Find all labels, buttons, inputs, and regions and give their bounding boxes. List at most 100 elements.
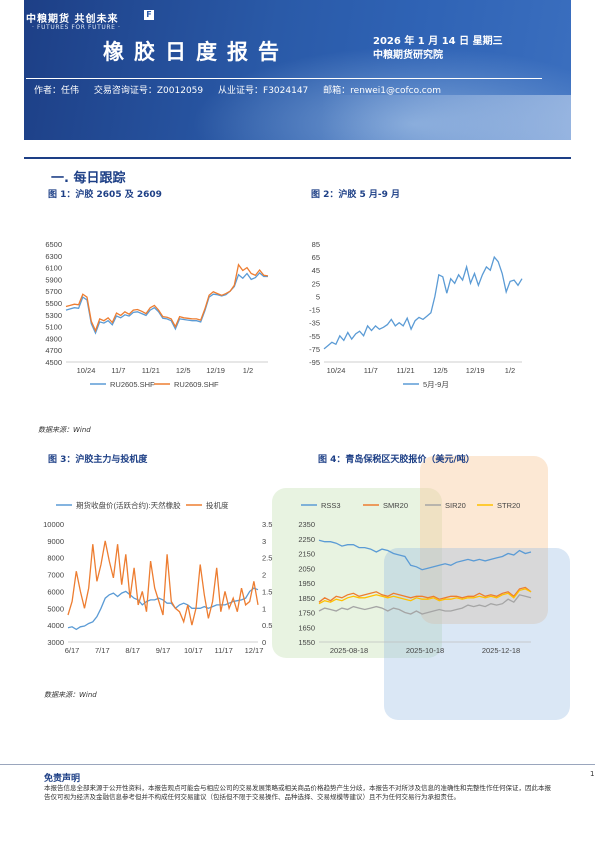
- y-tick-label: 6100: [45, 264, 62, 273]
- legend-label-0: 期货收盘价(活跃合约):天然橡胶: [76, 500, 181, 510]
- legend-label-1: RU2609.SHF: [174, 380, 219, 389]
- x-tick-label: 12/5: [433, 366, 448, 375]
- practice-cert: 从业证号：F3024147: [218, 86, 309, 96]
- y-tick-label: 2050: [298, 564, 315, 573]
- x-tick-label: 2025-10-18: [406, 646, 444, 655]
- y-tick-label: 1650: [298, 623, 315, 632]
- y-tick-label: -15: [309, 306, 320, 315]
- chart-panel-4: 1550 1650 1750 1850 1950 2050 2150 2250 2350 2025…: [281, 494, 553, 662]
- y-tick-label: 4900: [45, 334, 62, 343]
- y2-tick-label: 3.5: [262, 520, 272, 529]
- y-tick-label: 5100: [45, 323, 62, 332]
- y-tick-label: 1950: [298, 579, 315, 588]
- section-title: 一. 每日跟踪: [51, 171, 126, 186]
- y-tick-label: -95: [309, 358, 320, 367]
- x-tick-label: 9/17: [156, 646, 171, 655]
- y-tick-label: 5300: [45, 311, 62, 320]
- deco-box-blue: [384, 548, 570, 720]
- x-tick-label: 11/21: [396, 366, 414, 375]
- figure-4-caption: 图 4：青岛保税区天胶报价（美元/吨）: [318, 455, 475, 465]
- y2-tick-label: 1.5: [262, 587, 272, 596]
- company-logo-text: 中粮期货 共创未来: [26, 14, 119, 25]
- y-tick-label: 5900: [45, 275, 62, 284]
- figure-1-caption: 图 1：沪胶 2605 及 2609: [48, 190, 162, 200]
- y-tick-label: 25: [312, 279, 320, 288]
- y-tick-label: 4700: [45, 346, 62, 355]
- x-tick-label: 12/17: [245, 646, 264, 655]
- legend-label-2: SIR20: [445, 501, 466, 510]
- chart-panel-3: 3000 4000 5000 6000 7000 8000 9000 10000 0 0.5 1 1.…: [36, 494, 276, 662]
- y-tick-label: 1550: [298, 638, 315, 647]
- y-tick-label: 5500: [45, 299, 62, 308]
- data-source-note-2: 数据来源：Wind: [44, 691, 97, 699]
- disclaimer-text: 本报告信息全部来源于公开性资料，本报告观点可能会与相应公司的交易发展策略或相关商…: [44, 784, 551, 801]
- x-tick-label: 12/19: [206, 366, 225, 375]
- series-line-2: [318, 594, 532, 615]
- x-tick-label: 7/17: [95, 646, 110, 655]
- figure-3-caption: 图 3：沪胶主力与投机度: [48, 455, 148, 465]
- chart-qingdao-bonded-prices: 1550 1650 1750 1850 1950 2050 2150 2250 2350 2025…: [298, 501, 532, 655]
- y2-tick-label: 2.5: [262, 554, 272, 563]
- y2-tick-label: 3: [262, 537, 266, 546]
- y2-tick-label: 0.5: [262, 621, 272, 630]
- page-number: 1: [590, 770, 595, 778]
- author-line: 作者：任伟 交易咨询证号：Z0012059 从业证号：F3024147 邮箱：r…: [34, 83, 453, 96]
- series-line-1: [318, 586, 532, 603]
- consult-cert: 交易咨询证号：Z0012059: [93, 86, 204, 96]
- footer-divider: [0, 764, 595, 765]
- chart-panel-1: 4500 4700 4900 5100 5300 5500 5700 5900 6100 6300…: [36, 226, 275, 398]
- y-tick-label: 4000: [47, 621, 64, 630]
- institute-name: 中粮期货研究院: [373, 50, 443, 61]
- report-date: 2026 年 1 月 14 日 星期三: [373, 36, 503, 47]
- figure-2-caption: 图 2：沪胶 5 月-9 月: [311, 190, 401, 200]
- series-line-1: [67, 540, 259, 626]
- x-tick-label: 11/21: [142, 366, 160, 375]
- y-tick-label: 2350: [298, 520, 315, 529]
- legend-label-0: RU2605.SHF: [110, 380, 155, 389]
- section-divider: [24, 157, 571, 159]
- legend-label-1: 投机度: [206, 500, 229, 510]
- y-tick-label: 6300: [45, 252, 62, 261]
- x-tick-label: 10/24: [327, 366, 346, 375]
- data-source-note-1: 数据来源：Wind: [38, 426, 91, 434]
- series-line-1: [65, 263, 269, 333]
- chart-spread-may-sep: -95 -75 -55 -35 -15 5 25 45 65 85 10/24 11/7 11/21 12…: [309, 240, 523, 389]
- series-line-0: [67, 587, 259, 631]
- x-tick-label: 11/7: [364, 366, 378, 375]
- author-name: 作者：任伟: [34, 86, 80, 96]
- series-line-3: [318, 588, 532, 605]
- banner-stripe: [321, 95, 571, 140]
- y-tick-label: 10000: [43, 520, 64, 529]
- y-tick-label: 4500: [45, 358, 62, 367]
- company-logo-icon: F: [144, 10, 154, 20]
- y-tick-label: 5000: [47, 604, 64, 613]
- x-tick-label: 2025-08-18: [330, 646, 368, 655]
- y-tick-label: 1850: [298, 594, 315, 603]
- chart-panel-2: -95 -75 -55 -35 -15 5 25 45 65 85 10/24 11/7 11/21 12…: [298, 226, 551, 398]
- y-tick-label: 2250: [298, 535, 315, 544]
- header-banner: [24, 0, 571, 140]
- y-tick-label: -75: [309, 345, 320, 354]
- legend-label-0: 5月-9月: [423, 380, 449, 389]
- y-tick-label: 45: [312, 266, 320, 275]
- deco-box-green: [272, 488, 442, 658]
- x-tick-label: 2025-12-18: [482, 646, 520, 655]
- x-tick-label: 8/17: [125, 646, 140, 655]
- x-tick-label: 12/5: [176, 366, 191, 375]
- x-tick-label: 10/17: [184, 646, 203, 655]
- y-tick-label: 7000: [47, 571, 64, 580]
- legend-label-1: SMR20: [383, 501, 408, 510]
- y-tick-label: 5: [316, 292, 320, 301]
- y-tick-label: 3000: [47, 638, 64, 647]
- company-logo-slogan: · FUTURES FOR FUTURE ·: [32, 24, 121, 31]
- y-tick-label: 2150: [298, 550, 315, 559]
- report-title: 橡胶日度报告: [103, 40, 289, 64]
- author-email[interactable]: 邮箱：renwei1@cofco.com: [323, 86, 442, 96]
- y-tick-label: -55: [309, 332, 320, 341]
- series-line-0: [318, 539, 532, 571]
- y-tick-label: 6000: [47, 587, 64, 596]
- y-tick-label: 6500: [45, 240, 62, 249]
- y-tick-label: 1750: [298, 609, 315, 618]
- x-tick-label: 11/17: [215, 646, 233, 655]
- series-line-0: [323, 255, 523, 350]
